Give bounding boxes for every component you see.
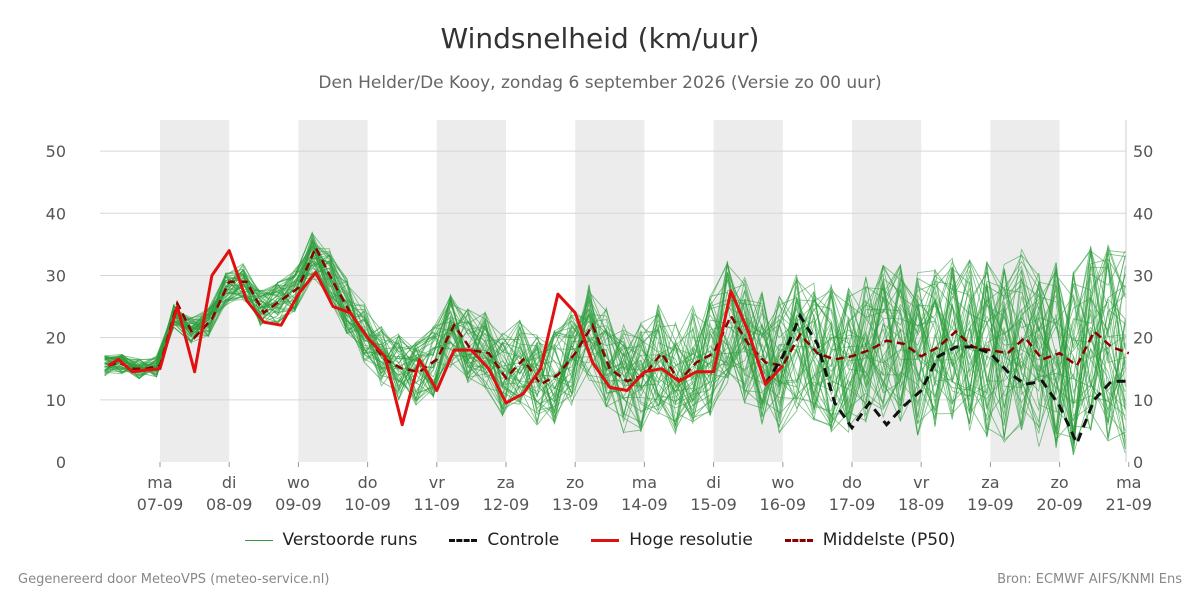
x-tick-label-date: 19-09 (967, 495, 1014, 514)
x-tick-label-day: za (981, 473, 999, 492)
y-tick-label-right: 30 (1133, 266, 1153, 285)
y-tick-label-left: 10 (46, 391, 66, 410)
x-tick-label-date: 09-09 (275, 495, 322, 514)
y-tick-label-right: 10 (1133, 391, 1153, 410)
y-tick-label-left: 30 (46, 266, 66, 285)
x-tick-label-date: 17-09 (829, 495, 876, 514)
legend-label: Controle (487, 530, 560, 550)
x-tick-label-day: ma (632, 473, 657, 492)
legend-label: Hoge resolutie (629, 530, 753, 550)
legend-label: Middelste (P50) (822, 530, 956, 550)
y-tick-label-left: 50 (46, 142, 66, 161)
x-tick-label-date: 08-09 (206, 495, 253, 514)
legend: Verstoorde runs Controle Hoge resolutie … (0, 530, 1200, 550)
x-tick-label-day: do (842, 473, 862, 492)
x-tick-label-day: ma (1116, 473, 1141, 492)
x-tick-label-day: wo (287, 473, 310, 492)
main-lines (107, 244, 1130, 448)
legend-swatch-hoge-resolutie (591, 538, 620, 542)
x-tick-label-date: 10-09 (344, 495, 391, 514)
ensemble-member-line (104, 238, 1126, 454)
legend-item-controle[interactable]: Controle (449, 530, 559, 550)
x-tick-label-day: di (222, 473, 237, 492)
legend-label: Verstoorde runs (282, 530, 418, 550)
legend-swatch-controle (449, 538, 478, 542)
day-band (436, 120, 506, 462)
legend-item-verstoorde-runs[interactable]: Verstoorde runs (244, 530, 418, 550)
chart-subtitle: Den Helder/De Kooy, zondag 6 september 2… (318, 73, 882, 93)
legend-swatch-p50 (784, 538, 813, 542)
ensemble-member-line (104, 263, 1126, 441)
axes: 0 0 10 10 20 20 30 30 40 40 50 50 ma 07-09 di 08-09 wo 09… (46, 120, 1153, 514)
y-tick-label-right: 40 (1133, 204, 1153, 223)
y-tick-label-right: 0 (1133, 453, 1143, 472)
x-tick-label-date: 12-09 (483, 495, 530, 514)
x-tick-label-day: vr (913, 473, 929, 492)
y-tick-label-left: 0 (56, 453, 66, 472)
y-tick-label-right: 20 (1133, 329, 1153, 348)
x-tick-label-date: 13-09 (552, 495, 599, 514)
ensemble-member-line (104, 245, 1126, 449)
day-band (575, 120, 645, 462)
ensemble-member-line (104, 264, 1126, 431)
ensemble-member-line (104, 231, 1126, 436)
x-tick-label-date: 11-09 (414, 495, 461, 514)
footer-source: Bron: ECMWF AIFS/KNMI Ens (997, 572, 1182, 587)
x-tick-label-date: 07-09 (137, 495, 184, 514)
series-line-hoge-resolutie (107, 249, 784, 427)
x-tick-label-day: wo (771, 473, 794, 492)
chart-title: Windsnelheid (km/uur) (440, 22, 760, 55)
ensemble-member-line (104, 248, 1126, 442)
x-tick-label-day: za (497, 473, 515, 492)
footer-generated-by: Gegenereerd door MeteoVPS (meteo-service… (18, 572, 330, 587)
x-tick-label-date: 18-09 (898, 495, 945, 514)
y-tick-label-left: 40 (46, 204, 66, 223)
ensemble-lines (104, 231, 1126, 455)
x-tick-label-date: 20-09 (1036, 495, 1083, 514)
y-tick-label-right: 50 (1133, 142, 1153, 161)
x-tick-label-date: 21-09 (1106, 495, 1153, 514)
x-tick-label-day: zo (1051, 473, 1069, 492)
x-tick-label-day: ma (147, 473, 172, 492)
y-tick-label-left: 20 (46, 329, 66, 348)
series-line-controle (764, 312, 1129, 448)
series-line-middelste-p50- (107, 244, 1130, 386)
ensemble-member-line (104, 239, 1126, 445)
x-tick-label-date: 16-09 (760, 495, 807, 514)
legend-swatch-verstoorde (244, 539, 273, 541)
ensemble-member-line (104, 262, 1126, 445)
x-tick-label-day: zo (566, 473, 584, 492)
ensemble-member-line (104, 260, 1126, 426)
legend-item-p50[interactable]: Middelste (P50) (784, 530, 956, 550)
legend-item-hoge-resolutie[interactable]: Hoge resolutie (591, 530, 753, 550)
ensemble-member-line (104, 240, 1126, 425)
x-tick-label-day: do (358, 473, 378, 492)
x-tick-label-date: 15-09 (690, 495, 737, 514)
x-tick-label-day: vr (429, 473, 445, 492)
x-tick-label-day: di (706, 473, 721, 492)
x-tick-label-date: 14-09 (621, 495, 668, 514)
